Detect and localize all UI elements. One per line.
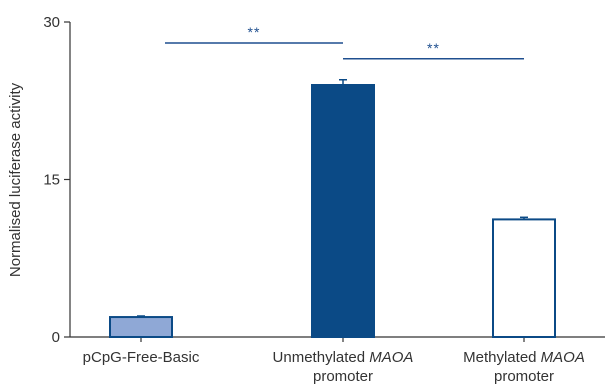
bars — [109, 79, 556, 338]
bar — [109, 316, 173, 338]
bar — [311, 84, 375, 338]
y-tick-label: 15 — [43, 172, 60, 189]
y-axis-title: Normalised luciferase activity — [7, 82, 24, 277]
category-label-line2: promoter — [494, 368, 554, 385]
y-tick-label: 0 — [52, 329, 60, 346]
significance-markers: ** ** — [165, 24, 524, 60]
bar — [492, 218, 556, 338]
significance-label: ** — [248, 24, 261, 40]
category-label-part: Unmethylated — [273, 349, 370, 366]
category-label: pCpG-Free-Basic — [83, 349, 200, 366]
category-labels: pCpG-Free-Basic Unmethylated MAOA promoter… — [83, 349, 585, 385]
y-tick-label: 30 — [43, 14, 60, 31]
category-label-part: MAOA — [369, 349, 413, 366]
category-label-part: pCpG-Free-Basic — [83, 349, 200, 366]
category-label-line2: promoter — [313, 368, 373, 385]
category-label-part: MAOA — [541, 349, 585, 366]
category-label: Unmethylated MAOA — [273, 349, 414, 366]
significance-label: ** — [427, 40, 440, 56]
category-label: Methylated MAOA — [463, 349, 585, 366]
category-label-part: Methylated — [463, 349, 541, 366]
